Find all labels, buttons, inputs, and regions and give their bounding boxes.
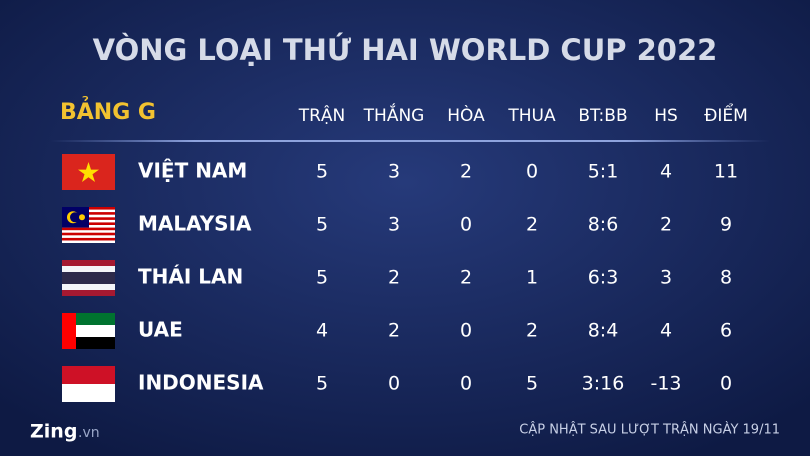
table-cell: 5 <box>316 267 328 289</box>
table-cell: 4 <box>316 320 328 342</box>
table-cell: 3 <box>660 267 672 289</box>
team-name: MALAYSIA <box>138 212 252 236</box>
group-label: BẢNG G <box>60 97 156 125</box>
flag-malaysia <box>62 207 115 243</box>
team-name: UAE <box>138 318 183 342</box>
update-note: CẬP NHẬT SAU LƯỢT TRẬN NGÀY 19/11 <box>519 422 780 438</box>
table-cell: 5 <box>316 373 328 395</box>
table-cell: 3 <box>388 161 400 183</box>
brand-domain: .vn <box>78 425 100 441</box>
team-name: INDONESIA <box>138 371 264 395</box>
team-name: VIỆT NAM <box>138 159 247 183</box>
table-cell: 2 <box>460 267 472 289</box>
column-header: THUA <box>507 106 556 126</box>
table-cell: 2 <box>388 267 400 289</box>
table-cell: 2 <box>460 161 472 183</box>
table-cell: 5 <box>316 161 328 183</box>
table-cell: 0 <box>460 373 472 395</box>
flag-indonesia <box>62 366 115 402</box>
table-cell: 4 <box>660 320 672 342</box>
table-cell: 9 <box>720 214 732 236</box>
table-cell: 6 <box>720 320 732 342</box>
column-header: ĐIỂM <box>704 102 748 126</box>
table-cell: 0 <box>460 214 472 236</box>
table-cell: 2 <box>388 320 400 342</box>
team-name: THÁI LAN <box>138 265 243 289</box>
table-cell: 3:16 <box>582 373 625 395</box>
flag-vietnam <box>62 154 115 190</box>
table-cell: 1 <box>526 267 538 289</box>
separator <box>50 140 770 142</box>
table-cell: -13 <box>650 373 681 395</box>
column-header: HÒA <box>447 104 485 126</box>
table-cell: 0 <box>460 320 472 342</box>
table-cell: 5 <box>526 373 538 395</box>
column-header: BT:BB <box>578 106 627 126</box>
flag-thailand <box>62 260 115 296</box>
column-header: TRẬN <box>298 104 346 126</box>
table-cell: 8:4 <box>588 320 619 342</box>
table-cell: 8:6 <box>588 214 619 236</box>
table-cell: 2 <box>660 214 672 236</box>
table-cell: 2 <box>526 320 538 342</box>
table-cell: 2 <box>526 214 538 236</box>
flag-uae <box>62 313 115 349</box>
table-cell: 0 <box>720 373 732 395</box>
table-cell: 6:3 <box>588 267 619 289</box>
brand-logo: Zing <box>30 421 77 443</box>
table-cell: 11 <box>714 161 738 183</box>
table-cell: 5:1 <box>588 161 619 183</box>
column-header: THẮNG <box>363 102 425 126</box>
table-cell: 0 <box>526 161 538 183</box>
table-cell: 3 <box>388 214 400 236</box>
title: VÒNG LOẠI THỨ HAI WORLD CUP 2022 <box>93 33 718 67</box>
table-cell: 5 <box>316 214 328 236</box>
table-cell: 4 <box>660 161 672 183</box>
table-cell: 0 <box>388 373 400 395</box>
column-header: HS <box>654 106 678 126</box>
table-cell: 8 <box>720 267 732 289</box>
